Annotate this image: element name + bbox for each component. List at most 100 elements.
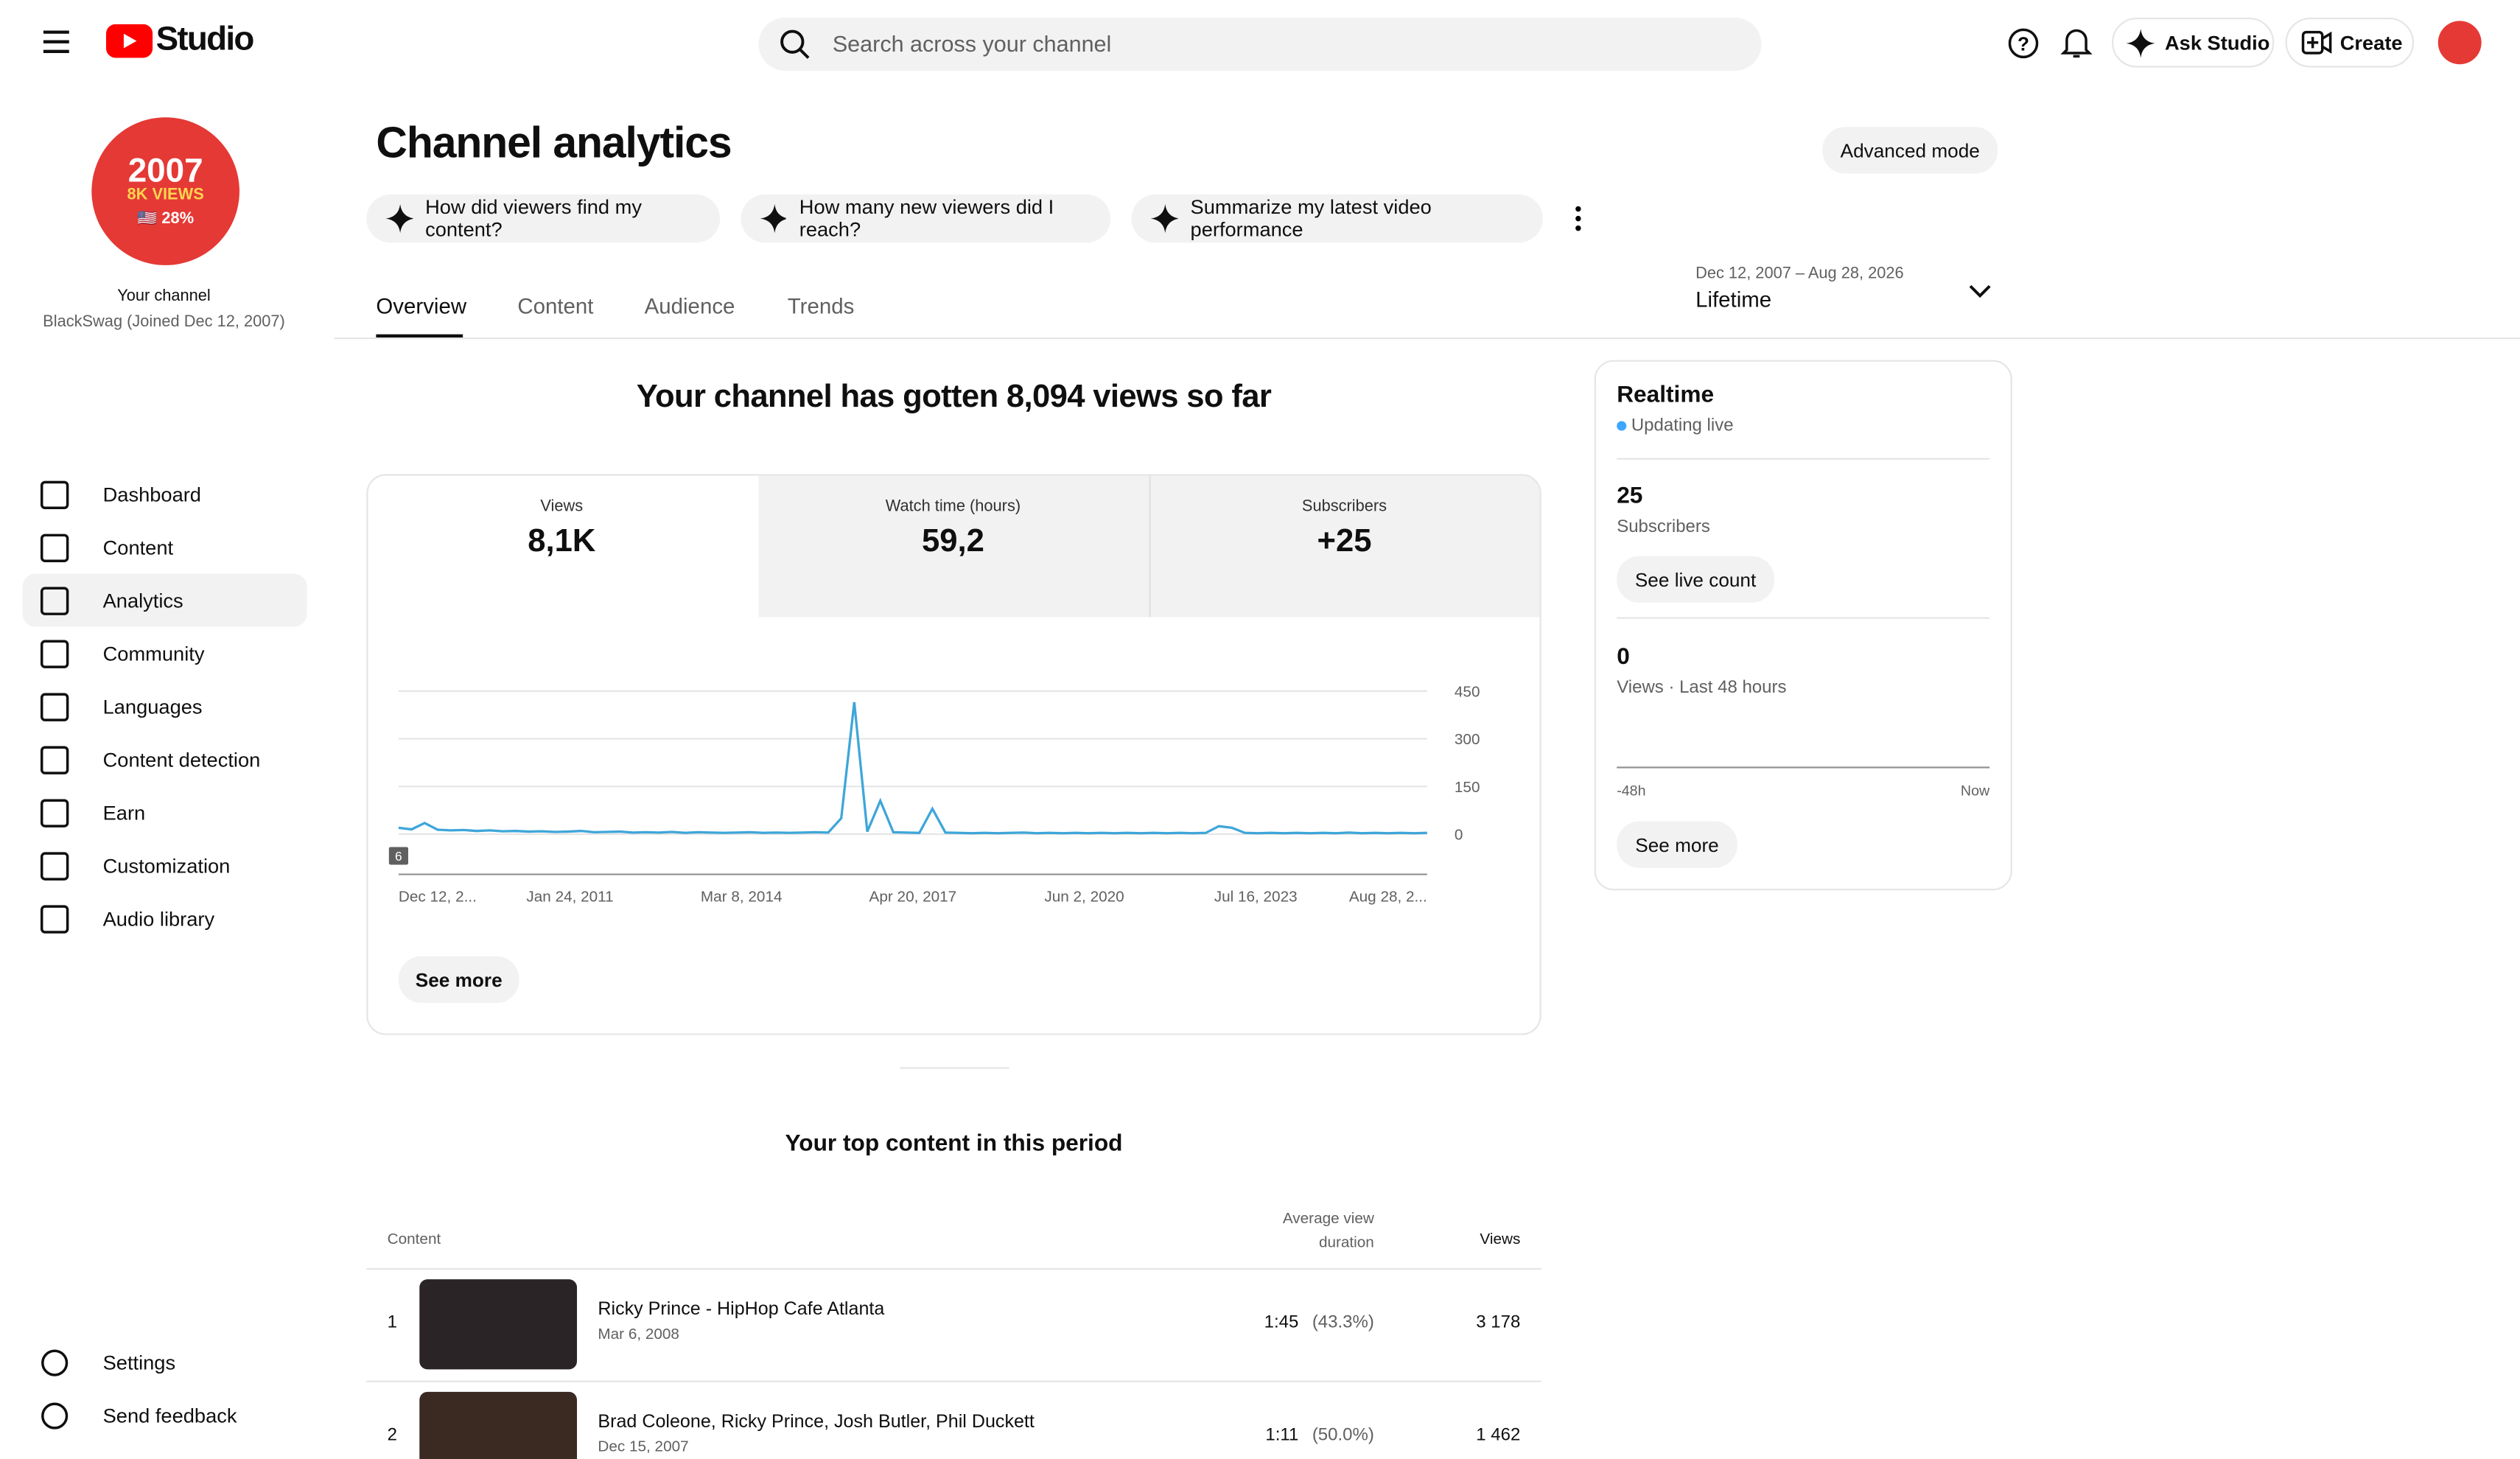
row-views: 3 178 [1476, 1312, 1521, 1333]
logo-icon[interactable] [105, 24, 153, 58]
views-line [398, 701, 1427, 835]
tab[interactable]: Audience [644, 294, 735, 318]
nav-label[interactable]: Settings [102, 1351, 176, 1374]
row-duration: 1:45 [1264, 1312, 1299, 1333]
more-icon[interactable] [1572, 204, 1584, 233]
realtime-see-more-button[interactable]: See more [1617, 821, 1737, 868]
page-title: Channel analytics [376, 119, 732, 167]
metric-value[interactable]: 8,1K [528, 524, 596, 560]
y-tick-label: 450 [1455, 684, 1480, 701]
nav-icon [40, 533, 69, 561]
nav-icon [40, 639, 69, 668]
active-tab-indicator [376, 334, 463, 338]
tab[interactable]: Overview [376, 294, 467, 318]
nav-label[interactable]: Content [102, 536, 174, 559]
row-title[interactable]: Brad Coleone, Ricky Prince, Josh Butler,… [598, 1413, 1035, 1432]
menu-icon[interactable] [42, 29, 71, 55]
thumbnail[interactable] [419, 1391, 578, 1459]
x-tick-label: Jan 24, 2011 [526, 889, 613, 906]
nav-label[interactable]: Audio library [102, 907, 215, 930]
y-tick-label: 300 [1455, 731, 1480, 748]
row-title[interactable]: Ricky Prince - HipHop Cafe Atlanta [598, 1300, 885, 1320]
dropdown-icon[interactable] [1969, 283, 1992, 299]
create-button[interactable] [2285, 17, 2415, 68]
period[interactable]: Lifetime [1695, 287, 1772, 312]
channel-avatar[interactable] [91, 117, 239, 265]
suggestion-chip[interactable]: How many new viewers did I reach? [741, 194, 1111, 243]
overview-card [366, 474, 1541, 1035]
chip-label[interactable]: Summarize my latest video performance [1190, 196, 1432, 242]
channel-label: Your channel [117, 287, 211, 306]
metric-label[interactable]: Views [540, 498, 584, 517]
metric-value[interactable]: +25 [1317, 524, 1372, 560]
x-tick-label: Jun 2, 2020 [1044, 889, 1124, 906]
chip-label[interactable]: How many new viewers did I reach? [799, 196, 1054, 242]
ask-studio-label[interactable]: Ask Studio [2164, 32, 2270, 55]
nav-label[interactable]: Languages [102, 695, 203, 718]
sparkle-icon [385, 204, 413, 234]
y-tick-label: 0 [1455, 827, 1463, 844]
divider [1617, 617, 1990, 619]
nav-item[interactable]: Dashboard [23, 468, 307, 521]
nav-item[interactable]: Analytics [22, 573, 307, 627]
nav-item[interactable]: Settings [23, 1336, 307, 1389]
tab[interactable]: Content [517, 294, 594, 318]
nav-label[interactable]: Community [102, 642, 205, 665]
help-icon[interactable]: ? [2007, 27, 2040, 60]
tabs-divider [334, 337, 2520, 340]
realtime-status: Updating live [1631, 416, 1734, 436]
metric-label[interactable]: Subscribers [1301, 498, 1387, 517]
divider [1617, 458, 1990, 460]
row-percent: (43.3%) [1312, 1312, 1374, 1333]
nav-label[interactable]: Earn [102, 801, 146, 824]
nav-label[interactable]: Analytics [102, 589, 183, 612]
nav-item[interactable]: Customization [23, 839, 307, 892]
create-label[interactable]: Create [2339, 32, 2403, 55]
suggestion-chip[interactable]: How did viewers find my content? [366, 194, 721, 243]
section-divider [900, 1067, 1009, 1069]
search-icon [780, 29, 810, 59]
ask-studio-button[interactable] [2111, 17, 2275, 68]
x-tick-label: Aug 28, 2... [1349, 889, 1427, 906]
channel-name: BlackSwag (Joined Dec 12, 2007) [43, 313, 285, 332]
row-divider [366, 1267, 1541, 1270]
search-box[interactable] [758, 17, 1762, 71]
sparkle-icon [2126, 29, 2155, 58]
advanced-mode-button[interactable]: Advanced mode [1822, 127, 1998, 174]
see-more-button[interactable]: See more [398, 956, 519, 1004]
views-chart: 0 150 300 450 Dec 12, 2... Jan 24, 2011 Mar 8,… [388, 684, 1480, 906]
metric-label[interactable]: Watch time (hours) [885, 498, 1021, 517]
account-avatar[interactable] [2437, 21, 2482, 65]
nav-item[interactable]: Audio library [23, 892, 307, 945]
sparkle-icon [1150, 204, 1178, 234]
nav-label[interactable]: Dashboard [102, 483, 201, 505]
tab[interactable]: Trends [787, 294, 855, 318]
nav-item[interactable]: Content [23, 521, 307, 574]
nav-icon [40, 692, 69, 721]
row-percent: (50.0%) [1312, 1425, 1374, 1445]
chip-label[interactable]: How did viewers find my content? [425, 196, 643, 242]
top-content-title: Your top content in this period [785, 1131, 1123, 1158]
marker-badge [388, 847, 409, 865]
nav-item[interactable]: Community [23, 627, 307, 680]
realtime-card [1594, 360, 2012, 891]
metric-value[interactable]: 59,2 [921, 524, 984, 560]
realtime-title: Realtime [1617, 382, 1715, 409]
metric-divider [1149, 475, 1151, 617]
bell-icon[interactable] [2060, 26, 2093, 61]
logo-text[interactable]: Studio [155, 21, 255, 58]
row-rank: 2 [387, 1425, 398, 1445]
nav-label[interactable]: Customization [102, 854, 231, 877]
x-tick-label: Dec 12, 2... [399, 889, 477, 906]
nav-item[interactable]: Languages [23, 680, 307, 733]
thumbnail[interactable] [419, 1279, 578, 1370]
nav-label[interactable]: Send feedback [102, 1404, 237, 1427]
nav-item[interactable]: Content detection [23, 733, 307, 786]
see-live-count-button[interactable]: See live count [1617, 556, 1774, 603]
realtime-axis [1617, 766, 1990, 769]
date-range[interactable]: Dec 12, 2007 – Aug 28, 2026 [1695, 265, 1904, 283]
nav-item[interactable]: Earn [23, 786, 307, 839]
suggestion-chip[interactable]: Summarize my latest video performance [1131, 194, 1543, 243]
nav-label[interactable]: Content detection [102, 748, 261, 771]
nav-item[interactable]: Send feedback [23, 1388, 307, 1441]
